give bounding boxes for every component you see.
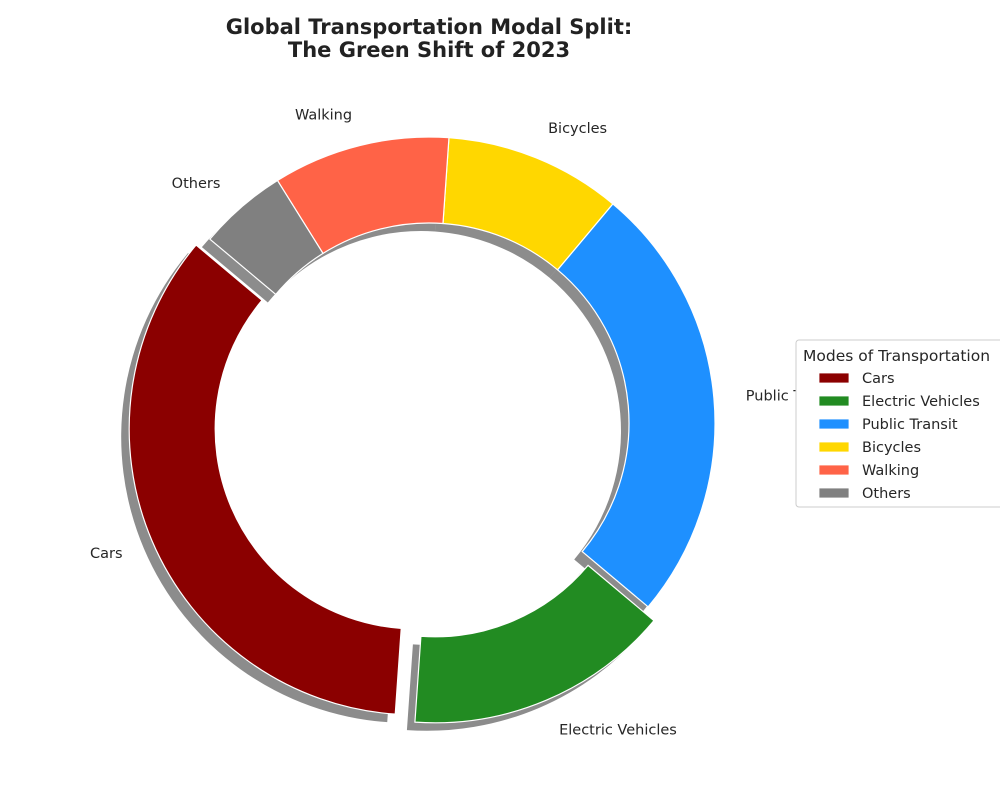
legend-swatch-cars [818, 372, 850, 384]
slice-label-walking: Walking [295, 107, 352, 123]
chart-title-line-2: The Green Shift of 2023 [288, 38, 570, 62]
slice-electric-vehicles[interactable] [414, 564, 655, 724]
legend-items: Cars Electric Vehicles Public Transit Bicyc… [818, 371, 980, 502]
legend-label-cars: Cars [862, 371, 895, 387]
legend-title: Modes of Transportation [803, 347, 990, 365]
legend-swatch-walking [818, 464, 850, 476]
slice-label-electric-vehicles: Electric Vehicles [559, 723, 677, 739]
donut-slices [128, 136, 716, 724]
slice-cars[interactable] [128, 244, 402, 715]
chart-title-line-1: Global Transportation Modal Split: [226, 15, 633, 39]
slice-label-others: Others [172, 176, 221, 192]
legend-label-walking: Walking [862, 463, 919, 479]
slice-others[interactable] [209, 179, 324, 296]
slice-label-bicycles: Bicycles [548, 121, 607, 137]
legend-swatch-electric-vehicles [818, 395, 850, 407]
legend-label-bicycles: Bicycles [862, 440, 921, 456]
slice-label-cars: Cars [90, 546, 123, 562]
slice-public-transit[interactable] [556, 203, 716, 608]
legend-label-electric-vehicles: Electric Vehicles [862, 394, 980, 410]
legend-label-others: Others [862, 486, 911, 502]
legend-swatch-others [818, 487, 850, 499]
legend-swatch-bicycles [818, 441, 850, 453]
legend-label-public-transit: Public Transit [862, 417, 958, 433]
legend: Modes of Transportation Cars Electric Veh… [795, 339, 1000, 508]
legend-swatch-public-transit [818, 418, 850, 430]
